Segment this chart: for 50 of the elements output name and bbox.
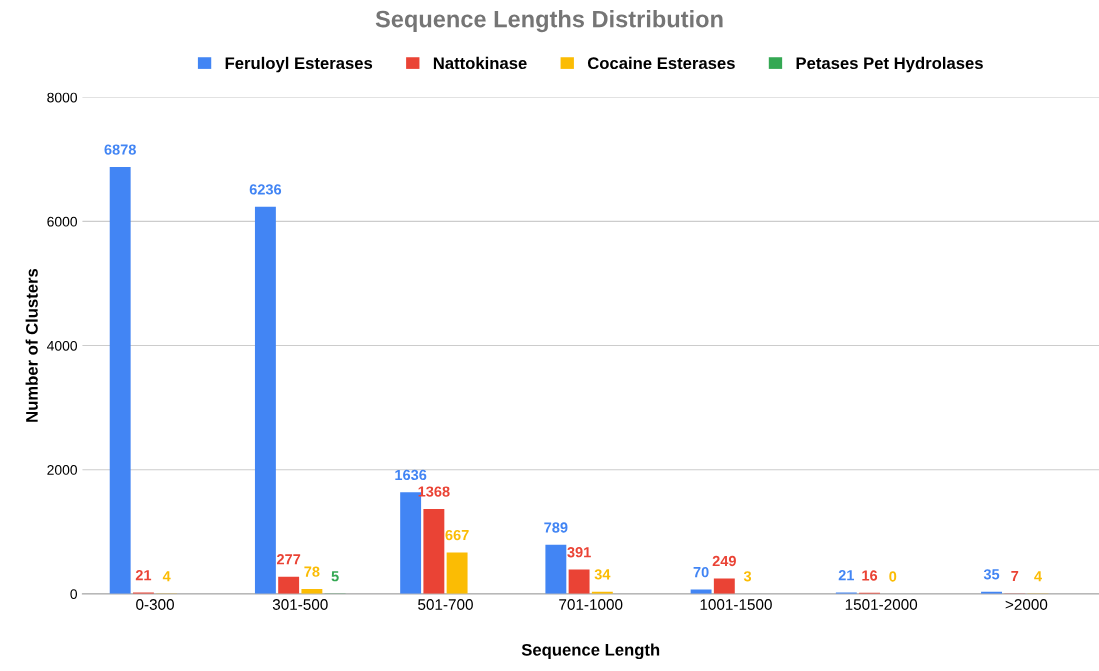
data-label: 78: [304, 566, 320, 577]
x-tick-label: 1501-2000: [845, 599, 918, 610]
data-label: 4: [1034, 571, 1042, 582]
data-label: 1636: [395, 469, 427, 481]
x-tick-label: 501-700: [418, 599, 473, 610]
data-label: 34: [594, 569, 611, 580]
data-label: 7: [1011, 571, 1019, 582]
x-tick-label: >2000: [1005, 599, 1048, 610]
data-label: 70: [693, 566, 709, 578]
y-tick-label: 4000: [46, 340, 78, 351]
data-label: 667: [445, 529, 469, 541]
data-label: 789: [544, 522, 568, 533]
data-label: 3: [743, 571, 752, 582]
y-tick-label: 0: [70, 589, 78, 599]
bar: [713, 578, 735, 594]
bar: [568, 569, 590, 594]
y-tick-label: 8000: [47, 92, 78, 103]
x-tick-label: 701-1000: [559, 599, 623, 610]
x-tick-label: 301-500: [272, 599, 328, 610]
bar: [109, 166, 131, 594]
y-tick-label: 2000: [47, 465, 78, 475]
x-tick-label: 0-300: [136, 599, 174, 610]
legend-label: Cocaine Esterases: [587, 56, 735, 70]
y-axis-title: Number of Clusters: [25, 268, 38, 422]
legend-label: Feruloyl Esterases: [225, 56, 373, 73]
bar: [690, 589, 712, 594]
x-tick-label: 1001-1500: [700, 599, 772, 610]
data-label: 1368: [418, 486, 450, 497]
legend-label: Nattokinase: [433, 56, 527, 70]
x-axis-title: Sequence Length: [521, 643, 660, 660]
data-label: 277: [276, 554, 301, 565]
bar: [446, 552, 468, 594]
data-label: 391: [567, 547, 591, 558]
data-label: 16: [862, 570, 878, 581]
data-label: 5: [331, 571, 339, 582]
bar: [254, 206, 276, 594]
legend-label: Petases Pet Hydrolases: [796, 56, 983, 73]
bar: [423, 508, 445, 594]
data-label: 6236: [249, 184, 282, 195]
data-label: 0: [889, 571, 897, 582]
bar: [545, 544, 567, 594]
data-label: 249: [712, 555, 736, 567]
data-label: 35: [983, 569, 1000, 580]
y-tick-label: 6000: [47, 216, 78, 227]
bar: [278, 576, 300, 594]
data-label: 21: [838, 570, 855, 581]
data-label: 21: [135, 570, 152, 581]
data-label: 4: [162, 571, 171, 582]
chart-title: Sequence Lengths Distribution: [375, 10, 723, 33]
data-label: 6878: [104, 144, 136, 155]
